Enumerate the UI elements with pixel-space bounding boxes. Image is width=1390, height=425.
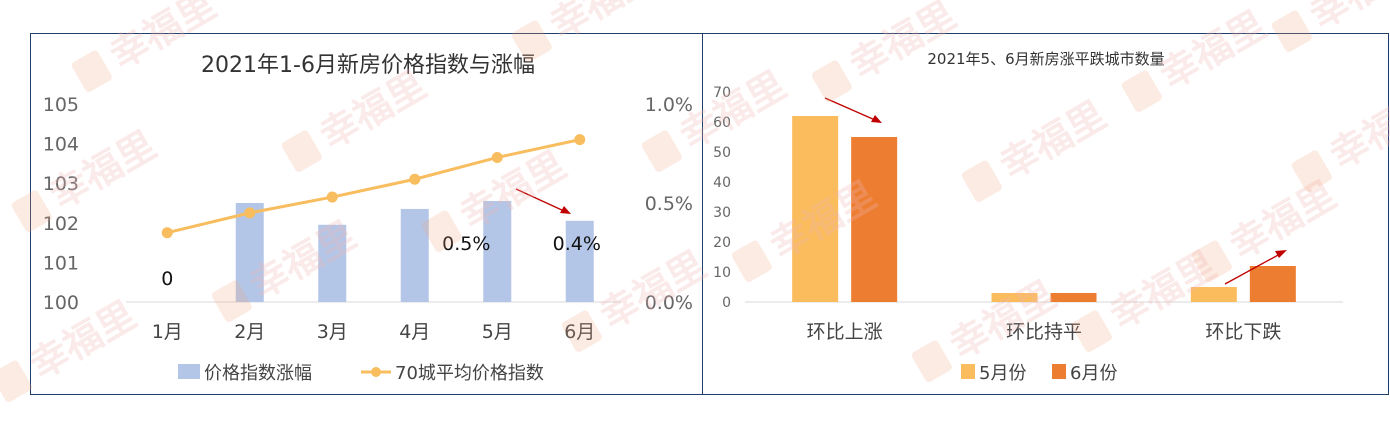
legend-swatch-may <box>961 364 975 379</box>
y-tick-label: 60 <box>713 115 731 131</box>
line-point-5月 <box>491 151 503 163</box>
bar-3月 <box>318 224 347 302</box>
y-tick-label: 50 <box>713 145 731 161</box>
y-tick-label: 20 <box>713 235 731 251</box>
y-right-tick-label: 1.0% <box>645 94 693 116</box>
red-arrow-annotation-up <box>824 97 882 123</box>
bar-6月 <box>565 220 594 302</box>
red-arrow-annotation <box>515 188 571 214</box>
x-tick-label: 2月 <box>234 321 265 343</box>
left-chart-title: 2021年1-6月新房价格指数与涨幅 <box>201 53 535 78</box>
bar-6月份-环比上涨 <box>851 137 898 302</box>
bar-series-price-index-change <box>235 201 594 302</box>
x-tick-label: 1月 <box>152 321 183 343</box>
line-point-4月 <box>409 173 421 185</box>
y-axis: 0 10 20 30 40 50 60 70 <box>713 85 731 311</box>
bar-5月份-环比持平 <box>991 293 1038 302</box>
red-arrow-annotation-down <box>1224 250 1287 285</box>
legend-label-line: 70城平均价格指数 <box>395 363 544 384</box>
left-legend: 价格指数涨幅 70城平均价格指数 <box>178 363 544 384</box>
right-chart-title: 2021年5、6月新房涨平跌城市数量 <box>927 50 1164 68</box>
x-tick-label: 3月 <box>317 321 348 343</box>
y-right-tick-label: 0.0% <box>645 292 693 314</box>
y-tick-label: 40 <box>713 175 731 191</box>
y-left-tick-label: 102 <box>43 213 79 235</box>
legend-label-may: 5月份 <box>979 363 1026 384</box>
y-tick-label: 70 <box>713 85 731 101</box>
data-label-1月: 0 <box>161 268 173 290</box>
bar-5月份-环比上涨 <box>792 116 839 302</box>
y-left-tick-label: 105 <box>43 94 79 116</box>
bar-4月 <box>400 208 429 302</box>
line-point-2月 <box>244 207 256 219</box>
x-tick-label: 6月 <box>564 321 595 343</box>
bar-series <box>792 116 1296 302</box>
bar-5月 <box>483 201 512 302</box>
y-left-tick-label: 100 <box>43 292 79 314</box>
line-point-1月 <box>161 227 173 239</box>
data-label-5月: 0.5% <box>442 233 490 255</box>
bar-2月 <box>235 203 264 302</box>
legend-label-bar: 价格指数涨幅 <box>204 363 312 384</box>
y-right-tick-label: 0.5% <box>645 193 693 215</box>
line-series-70-city-index <box>161 134 586 239</box>
left-y-axis: 100 101 102 103 104 105 <box>43 94 79 314</box>
line-point-6月 <box>574 134 586 146</box>
x-tick-label: 环比下跌 <box>1205 321 1281 343</box>
bar-6月份-环比持平 <box>1050 293 1097 302</box>
watermark-logo-icon <box>0 360 32 402</box>
line-point-3月 <box>326 191 338 203</box>
y-left-tick-label: 101 <box>43 252 79 274</box>
right-chart: 2021年5、6月新房涨平跌城市数量 010203040506070 环比上涨环… <box>713 50 1343 384</box>
legend-label-june: 6月份 <box>1070 363 1117 384</box>
y-left-tick-label: 104 <box>43 134 79 156</box>
x-axis-categories: 1月 2月 3月 4月 5月 6月 <box>152 321 596 343</box>
bar-5月份-环比下跌 <box>1190 287 1237 302</box>
legend-swatch-bar <box>178 364 200 379</box>
y-tick-label: 10 <box>713 265 731 281</box>
y-left-tick-label: 103 <box>43 173 79 195</box>
bar-6月份-环比下跌 <box>1249 266 1296 302</box>
data-labels: 0 0.5% 0.4% <box>161 233 601 290</box>
x-tick-label: 环比上涨 <box>807 321 883 343</box>
data-label-6月: 0.4% <box>553 233 601 255</box>
y-tick-label: 0 <box>722 295 731 311</box>
y-tick-label: 30 <box>713 205 731 221</box>
x-tick-label: 4月 <box>399 321 430 343</box>
left-chart-panel: 2021年1-6月新房价格指数与涨幅 100 101 102 103 104 105 0.… <box>30 33 703 395</box>
right-chart-panel: 2021年5、6月新房涨平跌城市数量 0 10 20 30 40 50 60 70 环比上涨环… <box>702 33 1389 395</box>
right-legend: 5月份 6月份 <box>961 363 1117 384</box>
x-tick-label: 环比持平 <box>1006 321 1082 343</box>
right-y-axis: 0.0% 0.5% 1.0% <box>645 94 693 314</box>
legend-swatch-june <box>1052 364 1066 379</box>
x-axis-categories: 环比上涨 环比持平 环比下跌 <box>807 321 1282 343</box>
left-chart: 2021年1-6月新房价格指数与涨幅 100 101 102 103 104 105 0.… <box>43 53 693 384</box>
x-tick-label: 5月 <box>482 321 513 343</box>
line-path <box>166 138 581 235</box>
